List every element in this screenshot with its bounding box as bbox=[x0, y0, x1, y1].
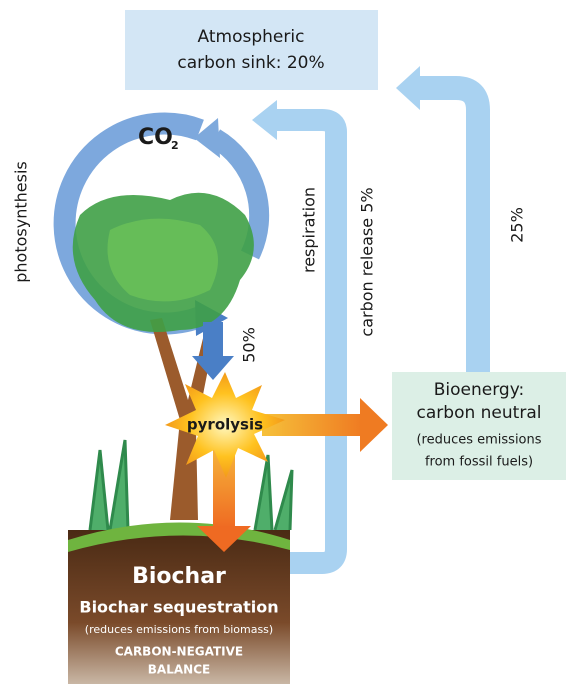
arrow-head bbox=[194, 118, 220, 158]
return-arrow bbox=[420, 76, 490, 372]
flow-label: 50% bbox=[240, 327, 259, 363]
flow-label: 25% bbox=[508, 207, 527, 243]
biochar-arrow bbox=[213, 450, 235, 528]
biochar-note: (reduces emissions from biomass) bbox=[85, 623, 273, 636]
co2-label: CO bbox=[138, 125, 173, 150]
down-arrow bbox=[203, 322, 223, 358]
tree-canopy bbox=[107, 218, 218, 302]
grass bbox=[88, 439, 294, 531]
release-arrow bbox=[275, 109, 347, 574]
bioenergy-title: carbon neutral bbox=[417, 403, 542, 423]
bioenergy-arrow bbox=[262, 414, 362, 436]
respiration-arrow bbox=[209, 129, 270, 260]
flow-label: photosynthesis bbox=[12, 161, 31, 282]
co2-subscript: 2 bbox=[171, 139, 179, 152]
arrow-head bbox=[197, 526, 251, 552]
flow-label: respiration bbox=[300, 187, 319, 273]
soil bbox=[68, 530, 290, 684]
bioenergy-note: (reduces emissions bbox=[416, 433, 541, 448]
biochar-subtitle: Biochar sequestration bbox=[79, 598, 278, 617]
arrow-head bbox=[192, 356, 234, 380]
bioenergy-box bbox=[392, 372, 566, 480]
atmosphere-label: Atmospheric bbox=[198, 27, 305, 47]
arrow-head bbox=[396, 66, 420, 110]
flow-label: carbon release 5% bbox=[358, 187, 377, 336]
bioenergy-note: from fossil fuels) bbox=[425, 455, 533, 470]
biochar-balance: CARBON-NEGATIVE bbox=[115, 645, 243, 659]
arrow-head bbox=[252, 100, 277, 140]
atmosphere-label: carbon sink: 20% bbox=[177, 53, 324, 73]
atmosphere-box bbox=[125, 10, 378, 90]
pyrolysis-label: pyrolysis bbox=[187, 416, 263, 434]
arrow-head bbox=[360, 398, 388, 452]
pyrolysis-burst bbox=[165, 372, 285, 478]
biochar-title: Biochar bbox=[132, 564, 226, 589]
bioenergy-title: Bioenergy: bbox=[434, 380, 525, 400]
biochar-balance: BALANCE bbox=[148, 663, 210, 677]
